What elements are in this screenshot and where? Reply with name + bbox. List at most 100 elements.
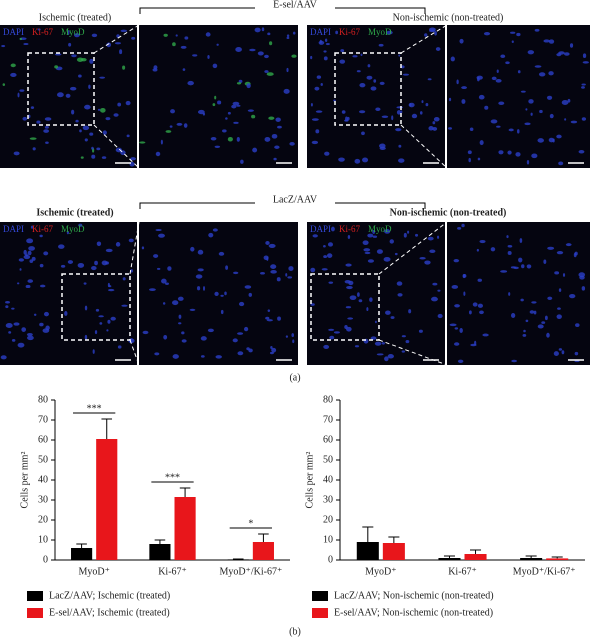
cell-nucleus <box>496 69 499 74</box>
cell-nucleus <box>285 273 288 277</box>
cell-nucleus <box>558 51 565 55</box>
cell-nucleus <box>121 304 128 307</box>
cell-nucleus <box>84 305 88 311</box>
cell-nucleus <box>265 316 270 320</box>
cell-nucleus <box>197 268 204 272</box>
cell-nucleus <box>570 120 578 124</box>
cell-nucleus <box>22 116 28 121</box>
cell-nucleus <box>232 338 238 343</box>
cell-nucleus <box>274 145 280 149</box>
cell-nucleus <box>64 311 68 316</box>
cell-nucleus <box>287 276 293 279</box>
cell-nucleus <box>78 74 82 78</box>
cell-nucleus <box>310 102 313 107</box>
cell-nucleus <box>510 313 516 318</box>
bar <box>174 497 196 560</box>
cell-nucleus <box>472 302 478 307</box>
cell-nucleus <box>558 161 564 166</box>
stain-label: DAPI <box>310 224 331 234</box>
cell-nucleus <box>507 250 512 256</box>
cell-nucleus <box>32 147 36 151</box>
cell-nucleus <box>524 122 531 126</box>
cell-nucleus <box>310 267 316 273</box>
cell-nucleus <box>575 323 580 327</box>
cell-nucleus <box>167 266 172 271</box>
stain-label: DAPI <box>3 224 24 234</box>
zoom-line <box>129 221 140 275</box>
cell-nucleus <box>449 323 457 327</box>
cell-nucleus <box>224 291 227 296</box>
micrograph <box>447 25 590 168</box>
cell-nucleus <box>373 79 377 83</box>
cell-nucleus <box>323 245 326 248</box>
legend-label: LacZ/AAV; Non-ischemic (non-treated) <box>334 590 494 601</box>
cell-nucleus <box>183 123 188 128</box>
cell-nucleus <box>23 254 31 260</box>
cell-nucleus <box>379 81 385 85</box>
cell-nucleus <box>277 125 282 129</box>
cell-nucleus <box>106 329 109 332</box>
cell-nucleus <box>227 136 233 142</box>
cell-nucleus <box>19 37 23 41</box>
cell-nucleus <box>543 39 550 43</box>
cell-nucleus <box>372 229 376 234</box>
cell-nucleus <box>54 53 62 56</box>
stain-label: Ki-67 <box>339 224 360 234</box>
cell-nucleus <box>237 351 244 356</box>
cell-nucleus <box>362 157 369 163</box>
cell-nucleus <box>469 127 474 132</box>
error-bar <box>443 555 455 558</box>
cell-nucleus <box>484 105 489 110</box>
y-tick-label: 30 <box>38 494 48 505</box>
cell-nucleus <box>28 246 35 251</box>
cell-nucleus <box>316 75 322 79</box>
cell-nucleus <box>344 325 348 330</box>
cell-nucleus <box>192 54 198 57</box>
cell-nucleus <box>197 249 204 255</box>
bar <box>356 542 379 560</box>
cell-nucleus <box>548 71 554 76</box>
cell-nucleus <box>5 322 13 328</box>
cell-nucleus <box>569 294 576 299</box>
cell-nucleus <box>91 266 97 271</box>
zoom-box <box>27 52 95 126</box>
bar <box>96 439 118 560</box>
cell-nucleus <box>533 310 537 315</box>
cell-nucleus <box>369 297 373 302</box>
cell-nucleus <box>448 127 453 130</box>
cell-nucleus <box>120 29 128 33</box>
cell-nucleus <box>341 110 346 114</box>
cell-nucleus <box>498 150 504 155</box>
y-tick-label: 10 <box>38 534 48 545</box>
y-tick-label: 10 <box>323 534 333 545</box>
cell-nucleus <box>231 104 237 109</box>
cell-nucleus <box>88 84 91 89</box>
cell-nucleus <box>515 152 521 157</box>
cell-nucleus <box>275 117 281 122</box>
cell-nucleus <box>457 227 462 230</box>
cell-nucleus <box>401 350 406 353</box>
cell-nucleus <box>248 292 252 297</box>
cell-nucleus <box>347 234 351 239</box>
cell-nucleus <box>169 125 173 128</box>
cell-nucleus <box>122 65 126 70</box>
cell-nucleus <box>233 271 239 275</box>
cell-nucleus <box>429 29 436 33</box>
cell-nucleus <box>283 88 290 94</box>
cell-nucleus <box>84 104 91 110</box>
cell-nucleus <box>117 345 122 349</box>
cell-nucleus <box>11 338 16 342</box>
cell-nucleus <box>277 316 281 321</box>
cell-nucleus <box>495 78 502 83</box>
cell-nucleus <box>236 82 242 85</box>
cell-nucleus <box>419 111 423 115</box>
cell-nucleus <box>437 235 440 239</box>
cell-nucleus <box>537 138 545 143</box>
cell-nucleus <box>548 39 555 44</box>
cell-nucleus <box>428 126 434 131</box>
cell-nucleus <box>18 258 24 262</box>
cell-nucleus <box>366 75 373 80</box>
cell-nucleus <box>516 32 521 37</box>
cell-nucleus <box>349 295 357 301</box>
cell-nucleus <box>238 79 243 83</box>
